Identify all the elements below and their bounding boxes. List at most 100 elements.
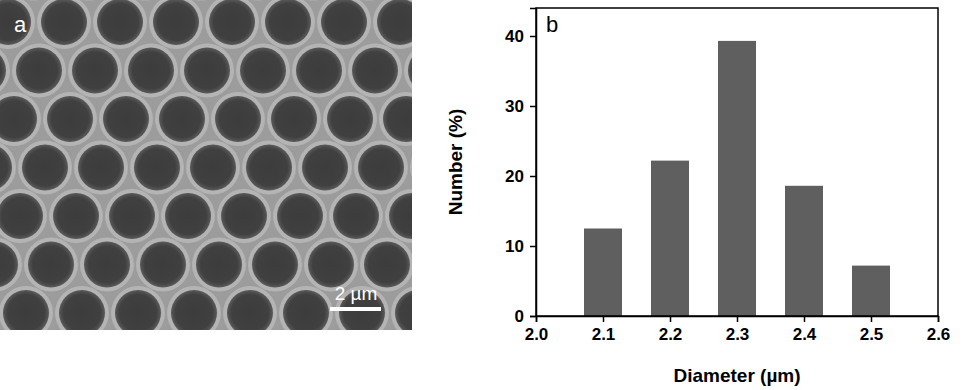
y-axis-title: Number (%) bbox=[445, 109, 466, 216]
pore-rim bbox=[292, 43, 346, 97]
pore-rim bbox=[0, 140, 16, 194]
y-tick: 40 bbox=[505, 27, 536, 46]
pore-rim bbox=[211, 92, 265, 146]
y-tick-label: 20 bbox=[505, 167, 524, 186]
x-tick-mark bbox=[603, 316, 605, 322]
pore-rim bbox=[391, 286, 412, 330]
x-tick-label: 2.1 bbox=[592, 325, 616, 344]
pore bbox=[308, 241, 354, 287]
x-tick-mark bbox=[938, 316, 940, 322]
x-tick: 2.2 bbox=[659, 316, 683, 344]
x-tick-label: 2.5 bbox=[860, 325, 884, 344]
pore-rim bbox=[404, 43, 412, 97]
pore-rim bbox=[93, 0, 147, 49]
x-axis-title: Diameter (µm) bbox=[673, 365, 800, 386]
pore bbox=[47, 96, 93, 142]
y-tick: 0 bbox=[515, 307, 536, 326]
pore-rim bbox=[354, 140, 408, 194]
pore-rim bbox=[248, 237, 302, 291]
x-tick: 2.5 bbox=[860, 316, 884, 344]
pore bbox=[115, 290, 161, 330]
pore bbox=[41, 0, 87, 45]
pore bbox=[109, 193, 155, 239]
pore bbox=[0, 144, 12, 190]
x-tick-label: 2.4 bbox=[793, 325, 817, 344]
bars bbox=[584, 41, 890, 316]
pore-rim bbox=[24, 237, 78, 291]
pore-rim bbox=[385, 189, 412, 243]
pore bbox=[321, 0, 367, 45]
pore bbox=[227, 290, 273, 330]
y-tick-label: 30 bbox=[505, 97, 524, 116]
y-tick-label: 0 bbox=[515, 307, 524, 326]
pore-rim bbox=[43, 92, 97, 146]
pore bbox=[408, 47, 412, 93]
pore bbox=[0, 47, 6, 93]
pore-rim bbox=[161, 189, 215, 243]
y-tick-label: 10 bbox=[505, 237, 524, 256]
pore bbox=[383, 96, 412, 142]
pore bbox=[0, 0, 31, 45]
pore bbox=[296, 47, 342, 93]
pore bbox=[59, 290, 105, 330]
pore bbox=[84, 241, 130, 287]
bar bbox=[584, 229, 622, 317]
pore bbox=[140, 241, 186, 287]
pore bbox=[78, 144, 124, 190]
pore-rim bbox=[205, 0, 259, 49]
pore-rim bbox=[410, 140, 412, 194]
pore bbox=[165, 193, 211, 239]
pore-rim bbox=[0, 92, 41, 146]
y-tick-mark bbox=[530, 316, 536, 318]
pore bbox=[22, 144, 68, 190]
pore-rim bbox=[186, 140, 240, 194]
pore bbox=[196, 241, 242, 287]
y-tick: 20 bbox=[505, 167, 536, 186]
pore-rim bbox=[136, 237, 190, 291]
x-tick-mark bbox=[871, 316, 873, 322]
pore-rim bbox=[105, 189, 159, 243]
pore-rim bbox=[55, 286, 109, 330]
pore bbox=[0, 241, 18, 287]
pore-rim bbox=[379, 92, 412, 146]
x-tick: 2.4 bbox=[793, 316, 817, 344]
pore-rim bbox=[124, 43, 178, 97]
x-tick-label: 2.3 bbox=[726, 325, 750, 344]
pore bbox=[0, 96, 37, 142]
pore-rim bbox=[149, 0, 203, 49]
pore bbox=[246, 144, 292, 190]
bar bbox=[651, 161, 689, 316]
pore-rim bbox=[217, 189, 271, 243]
pore-rim bbox=[267, 92, 321, 146]
pore bbox=[333, 193, 379, 239]
x-axis-line bbox=[537, 317, 939, 323]
pore bbox=[377, 0, 412, 45]
y-tick: 30 bbox=[505, 97, 536, 116]
pore bbox=[364, 241, 410, 287]
y-tick-mark bbox=[530, 106, 536, 108]
pore bbox=[215, 96, 261, 142]
pore-rim bbox=[180, 43, 234, 97]
pore-rim bbox=[0, 286, 53, 330]
pore bbox=[171, 290, 217, 330]
pore-rim bbox=[298, 140, 352, 194]
y-tick-mark bbox=[530, 176, 536, 178]
pore-rim bbox=[223, 286, 277, 330]
pore bbox=[128, 47, 174, 93]
pore-rim bbox=[12, 43, 66, 97]
x-tick: 2.0 bbox=[525, 316, 549, 344]
pore bbox=[16, 47, 62, 93]
pore bbox=[3, 290, 49, 330]
pore-rim bbox=[0, 43, 10, 97]
y-tick-mark bbox=[530, 36, 536, 38]
y-axis: 0 10 20 30 40 bbox=[505, 9, 536, 326]
pore-rim bbox=[111, 286, 165, 330]
pore bbox=[302, 144, 348, 190]
pore bbox=[53, 193, 99, 239]
panel-label: a bbox=[14, 12, 27, 37]
pore-rim bbox=[0, 0, 35, 49]
pore-rim bbox=[279, 286, 333, 330]
pore-rim bbox=[261, 0, 315, 49]
bar bbox=[785, 186, 823, 316]
pore bbox=[209, 0, 255, 45]
